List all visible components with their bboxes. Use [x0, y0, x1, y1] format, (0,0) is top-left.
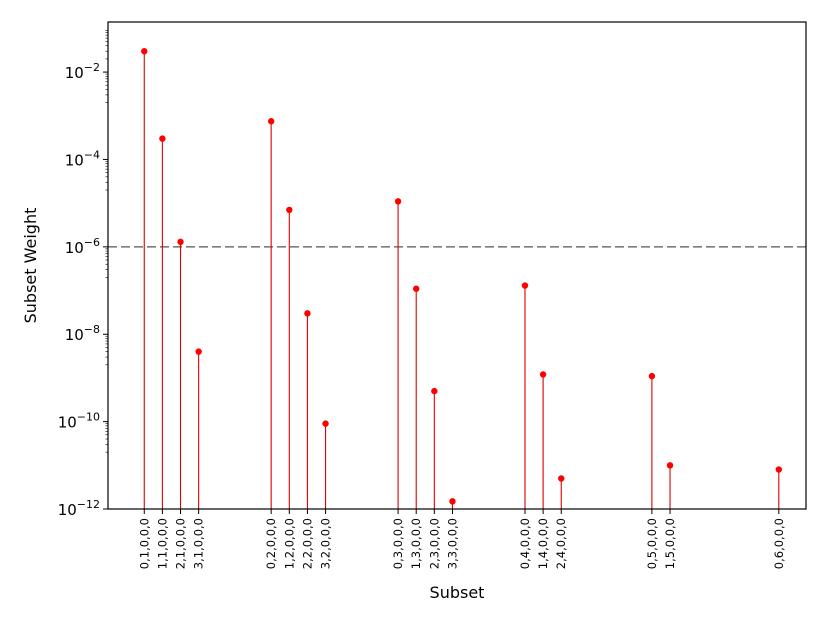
x-tick-label-8: 0,3,0,0,0 [391, 518, 405, 569]
marker-2 [177, 238, 184, 246]
y-tick-label-4: 10−10 [58, 411, 100, 432]
y-tick-label-1: 10−4 [65, 148, 100, 169]
x-tick-label-13: 1,4,0,0,0 [536, 518, 550, 569]
marker-3 [195, 348, 202, 355]
marker-4 [267, 118, 275, 125]
x-tick-label-4: 0,2,0,0,0 [264, 518, 278, 569]
marker-1 [159, 135, 166, 142]
x-tick-label-9: 1,3,0,0,0 [409, 518, 423, 569]
x-tick-label-3: 3,1,0,0,0 [192, 518, 206, 569]
x-tick-label-16: 1,5,0,0,0 [663, 518, 677, 569]
axes-frame [107, 21, 807, 510]
marker-10 [431, 387, 438, 395]
marker-11 [449, 498, 456, 505]
marker-15 [648, 372, 656, 380]
x-tick-label-11: 3,3,0,0,0 [445, 518, 459, 569]
y-tick-label-5: 10−12 [58, 498, 100, 519]
markers [141, 48, 783, 505]
y-axis-label: Subset Weight [21, 208, 40, 324]
marker-6 [304, 310, 311, 317]
marker-16 [666, 462, 674, 469]
x-tick-label-7: 3,2,0,0,0 [319, 518, 333, 569]
x-tick-label-0: 0,1,0,0,0 [137, 518, 151, 569]
stems [143, 51, 780, 509]
x-tick-label-15: 0,5,0,0,0 [645, 518, 659, 569]
x-tick-label-2: 2,1,0,0,0 [174, 518, 188, 569]
x-axis-ticks: 0,1,0,0,0 1,1,0,0,0 2,1,0,0,0 3,1,0,0,0 0,2,… [137, 509, 786, 569]
y-tick-label-2: 10−6 [65, 236, 100, 257]
y-tick-label-3: 10−8 [65, 323, 100, 344]
marker-14 [558, 475, 565, 482]
marker-0 [141, 48, 148, 55]
x-tick-label-14: 2,4,0,0,0 [554, 518, 568, 569]
marker-5 [286, 206, 293, 214]
x-axis-label: Subset [430, 583, 485, 602]
marker-17 [775, 466, 783, 473]
marker-7 [322, 420, 329, 427]
x-tick-label-1: 1,1,0,0,0 [155, 518, 169, 569]
y-tick-label-0: 10−2 [65, 61, 100, 82]
marker-9 [413, 285, 420, 292]
x-tick-label-6: 2,2,0,0,0 [300, 518, 314, 569]
marker-8 [394, 198, 402, 205]
x-tick-label-5: 1,2,0,0,0 [282, 518, 296, 569]
x-tick-label-17: 0,6,0,0,0 [772, 518, 786, 569]
marker-12 [521, 282, 529, 289]
marker-13 [539, 371, 547, 378]
y-axis-ticks: 10−2 10−4 10−6 10−8 10−10 10−12 [58, 30, 108, 519]
x-tick-label-12: 0,4,0,0,0 [518, 518, 532, 569]
x-tick-label-10: 2,3,0,0,0 [427, 518, 441, 569]
